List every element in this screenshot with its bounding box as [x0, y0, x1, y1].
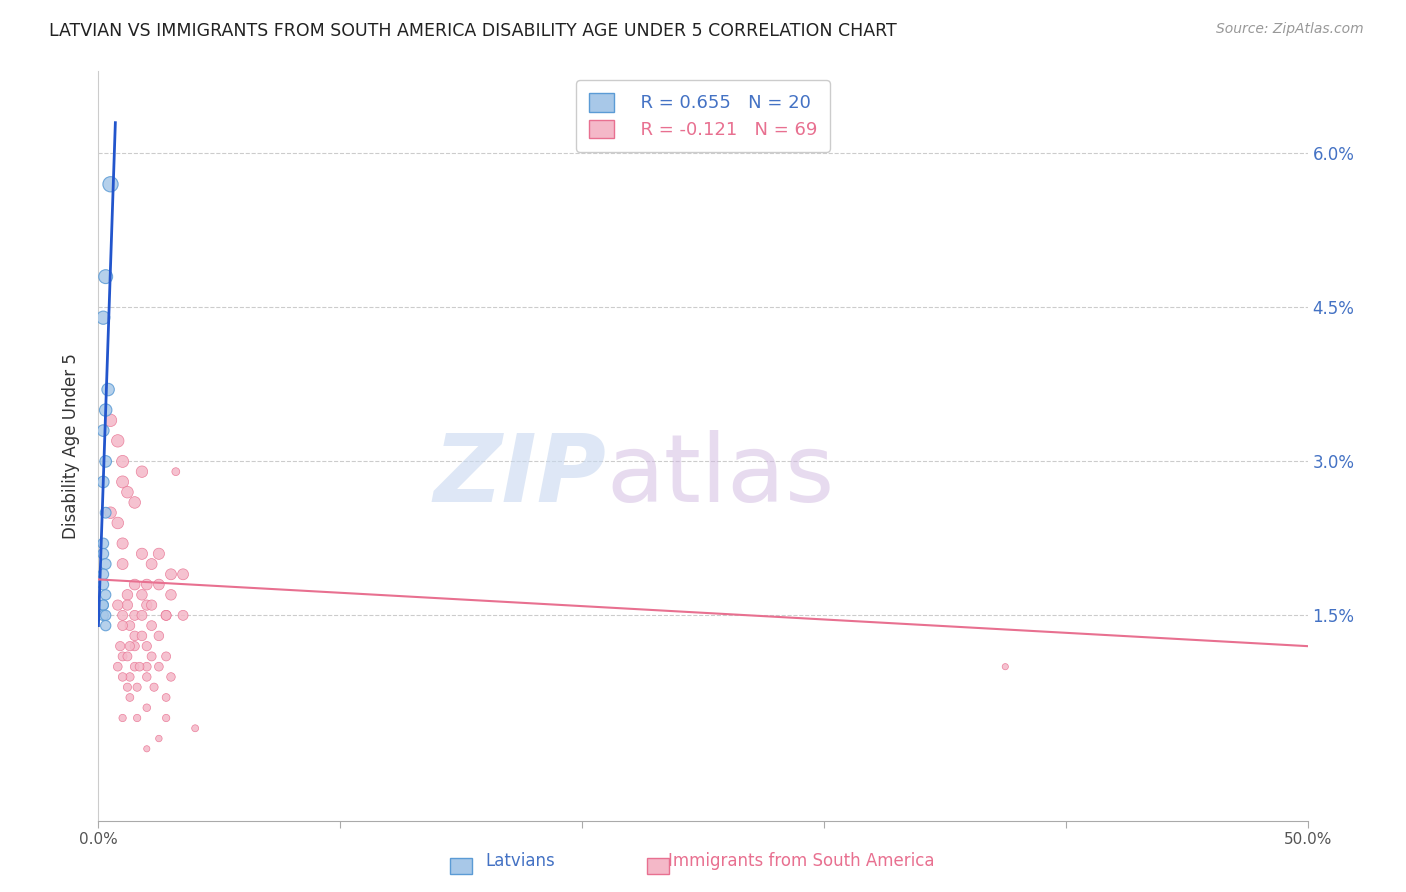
Point — [91, 598, 114, 612]
Point — [91, 475, 114, 489]
Point — [124, 629, 146, 643]
Point — [160, 567, 183, 582]
Point — [131, 588, 153, 602]
Point — [117, 649, 139, 664]
Point — [124, 495, 146, 509]
Point — [135, 639, 157, 653]
Point — [111, 711, 134, 725]
Point — [135, 577, 157, 591]
Point — [143, 680, 166, 694]
Point — [107, 659, 129, 673]
Point — [118, 670, 141, 684]
Point — [131, 629, 153, 643]
Point — [111, 454, 134, 468]
Point — [117, 588, 139, 602]
Text: atlas: atlas — [606, 430, 835, 522]
Point — [91, 310, 114, 325]
Point — [107, 598, 129, 612]
Text: Immigrants from South America: Immigrants from South America — [668, 852, 935, 870]
Point — [141, 649, 163, 664]
Point — [135, 741, 157, 756]
Point — [135, 670, 157, 684]
Point — [155, 690, 177, 705]
Point — [135, 700, 157, 714]
Point — [124, 608, 146, 623]
Point — [155, 711, 177, 725]
Point — [184, 721, 207, 735]
Point — [91, 547, 114, 561]
Y-axis label: Disability Age Under 5: Disability Age Under 5 — [62, 353, 80, 539]
Point — [148, 659, 170, 673]
Point — [148, 577, 170, 591]
Point — [131, 608, 153, 623]
Point — [94, 403, 117, 417]
Point — [94, 557, 117, 571]
Point — [91, 598, 114, 612]
Point — [108, 639, 131, 653]
Point — [94, 454, 117, 468]
Point — [994, 659, 1017, 673]
Legend:   R = 0.655   N = 20,   R = -0.121   N = 69: R = 0.655 N = 20, R = -0.121 N = 69 — [576, 80, 830, 152]
Point — [94, 269, 117, 284]
Point — [111, 475, 134, 489]
Point — [148, 731, 170, 746]
Point — [94, 588, 117, 602]
Point — [94, 506, 117, 520]
Point — [111, 536, 134, 550]
Point — [107, 434, 129, 448]
Point — [155, 608, 177, 623]
Point — [117, 485, 139, 500]
Point — [118, 618, 141, 632]
Point — [141, 598, 163, 612]
Point — [94, 608, 117, 623]
Point — [91, 608, 114, 623]
Point — [172, 567, 194, 582]
Point — [127, 711, 149, 725]
Point — [165, 465, 187, 479]
Point — [97, 383, 120, 397]
Point — [131, 547, 153, 561]
Point — [141, 618, 163, 632]
Point — [135, 659, 157, 673]
Point — [118, 639, 141, 653]
Point — [100, 413, 122, 427]
Point — [91, 577, 114, 591]
Point — [128, 659, 150, 673]
Point — [107, 516, 129, 530]
Point — [127, 680, 149, 694]
Text: LATVIAN VS IMMIGRANTS FROM SOUTH AMERICA DISABILITY AGE UNDER 5 CORRELATION CHAR: LATVIAN VS IMMIGRANTS FROM SOUTH AMERICA… — [49, 22, 897, 40]
Point — [148, 547, 170, 561]
Point — [111, 608, 134, 623]
Point — [124, 639, 146, 653]
Point — [118, 690, 141, 705]
Point — [100, 506, 122, 520]
Point — [91, 424, 114, 438]
Point — [91, 536, 114, 550]
Point — [111, 557, 134, 571]
Point — [94, 618, 117, 632]
Text: Latvians: Latvians — [485, 852, 555, 870]
Point — [172, 608, 194, 623]
Point — [135, 598, 157, 612]
Point — [91, 567, 114, 582]
Point — [155, 649, 177, 664]
Point — [124, 577, 146, 591]
Point — [160, 670, 183, 684]
Point — [124, 659, 146, 673]
Point — [131, 465, 153, 479]
Point — [111, 670, 134, 684]
Point — [141, 557, 163, 571]
Text: ZIP: ZIP — [433, 430, 606, 522]
Point — [117, 598, 139, 612]
Point — [111, 649, 134, 664]
Text: Source: ZipAtlas.com: Source: ZipAtlas.com — [1216, 22, 1364, 37]
Point — [100, 178, 122, 192]
Point — [160, 588, 183, 602]
Point — [148, 629, 170, 643]
Point — [117, 680, 139, 694]
Point — [111, 618, 134, 632]
Point — [155, 608, 177, 623]
